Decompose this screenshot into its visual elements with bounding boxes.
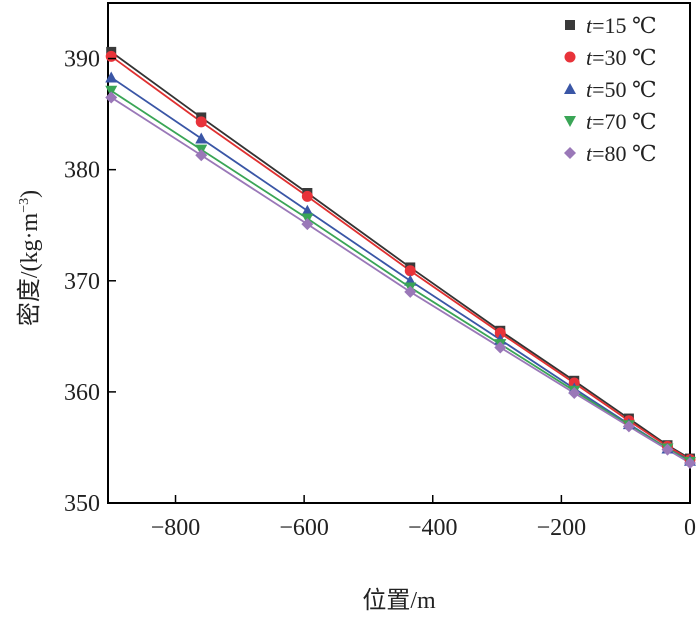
y-axis-label-main: 密度/(kg·m bbox=[16, 212, 43, 326]
legend-var: t bbox=[586, 109, 593, 134]
data-point-series-5 bbox=[622, 420, 635, 433]
y-tick-label: 350 bbox=[64, 491, 100, 517]
data-point-series-2 bbox=[404, 265, 416, 277]
y-axis: 350 360 370 380 390 bbox=[64, 47, 116, 517]
y-tick-label: 360 bbox=[64, 380, 100, 406]
legend-var: t bbox=[586, 77, 593, 102]
legend-label-3: t=50 ℃ bbox=[586, 77, 657, 102]
x-tick-label: −800 bbox=[151, 515, 201, 541]
data-point-series-5 bbox=[195, 149, 208, 162]
data-point-series-3 bbox=[105, 71, 118, 83]
legend-label-2: t=30 ℃ bbox=[586, 45, 657, 70]
x-axis: −800 −600 −400 −200 0 bbox=[151, 495, 696, 541]
legend-marker-4 bbox=[564, 116, 576, 127]
legend-value: =15 ℃ bbox=[592, 13, 657, 38]
series-markers bbox=[105, 46, 696, 469]
y-axis-label-sup: −3 bbox=[17, 198, 32, 213]
legend-marker-5 bbox=[564, 147, 576, 159]
legend-label-5: t=80 ℃ bbox=[586, 141, 657, 166]
data-point-series-3 bbox=[195, 132, 208, 144]
data-point-series-2 bbox=[195, 116, 207, 128]
x-tick-label: −200 bbox=[537, 515, 587, 541]
y-axis-label-close: ) bbox=[17, 190, 43, 198]
data-point-series-2 bbox=[494, 327, 506, 339]
legend-var: t bbox=[586, 141, 593, 166]
legend-marker-2 bbox=[564, 51, 576, 63]
legend-value: =30 ℃ bbox=[592, 45, 657, 70]
legend-marker-1 bbox=[565, 20, 575, 30]
data-point-series-5 bbox=[568, 387, 581, 399]
data-point-series-5 bbox=[494, 341, 507, 354]
data-point-series-4 bbox=[105, 85, 118, 97]
x-tick-label: −400 bbox=[408, 515, 458, 541]
data-point-series-5 bbox=[684, 457, 696, 469]
data-point-series-3 bbox=[301, 204, 314, 216]
y-tick-label: 370 bbox=[64, 269, 100, 295]
y-tick-label: 390 bbox=[64, 47, 100, 73]
legend-value: =50 ℃ bbox=[592, 77, 657, 102]
legend-label-4: t=70 ℃ bbox=[586, 109, 657, 134]
x-tick-label: −600 bbox=[279, 515, 329, 541]
data-point-series-2 bbox=[301, 190, 313, 202]
legend-var: t bbox=[586, 13, 593, 38]
svg-text:密度/(kg·m−3): 密度/(kg·m−3) bbox=[16, 190, 43, 326]
legend-value: =70 ℃ bbox=[592, 109, 657, 134]
y-axis-label: 密度/(kg·m−3) bbox=[16, 190, 43, 326]
legend-label-1: t=15 ℃ bbox=[586, 13, 657, 38]
y-tick-label: 380 bbox=[64, 158, 100, 184]
data-point-series-5 bbox=[404, 285, 417, 298]
data-point-series-5 bbox=[301, 218, 314, 231]
x-axis-label: 位置/m bbox=[362, 587, 436, 614]
plot-area bbox=[105, 2, 696, 504]
data-point-series-5 bbox=[661, 443, 674, 456]
legend: t=15 ℃t=30 ℃t=50 ℃t=70 ℃t=80 ℃ bbox=[564, 13, 657, 166]
legend-marker-3 bbox=[564, 83, 576, 94]
x-tick-label: 0 bbox=[684, 515, 696, 541]
data-point-series-5 bbox=[105, 91, 118, 104]
legend-value: =80 ℃ bbox=[592, 141, 657, 166]
plot-frame bbox=[107, 2, 691, 504]
legend-var: t bbox=[586, 45, 593, 70]
data-point-series-2 bbox=[105, 50, 117, 62]
